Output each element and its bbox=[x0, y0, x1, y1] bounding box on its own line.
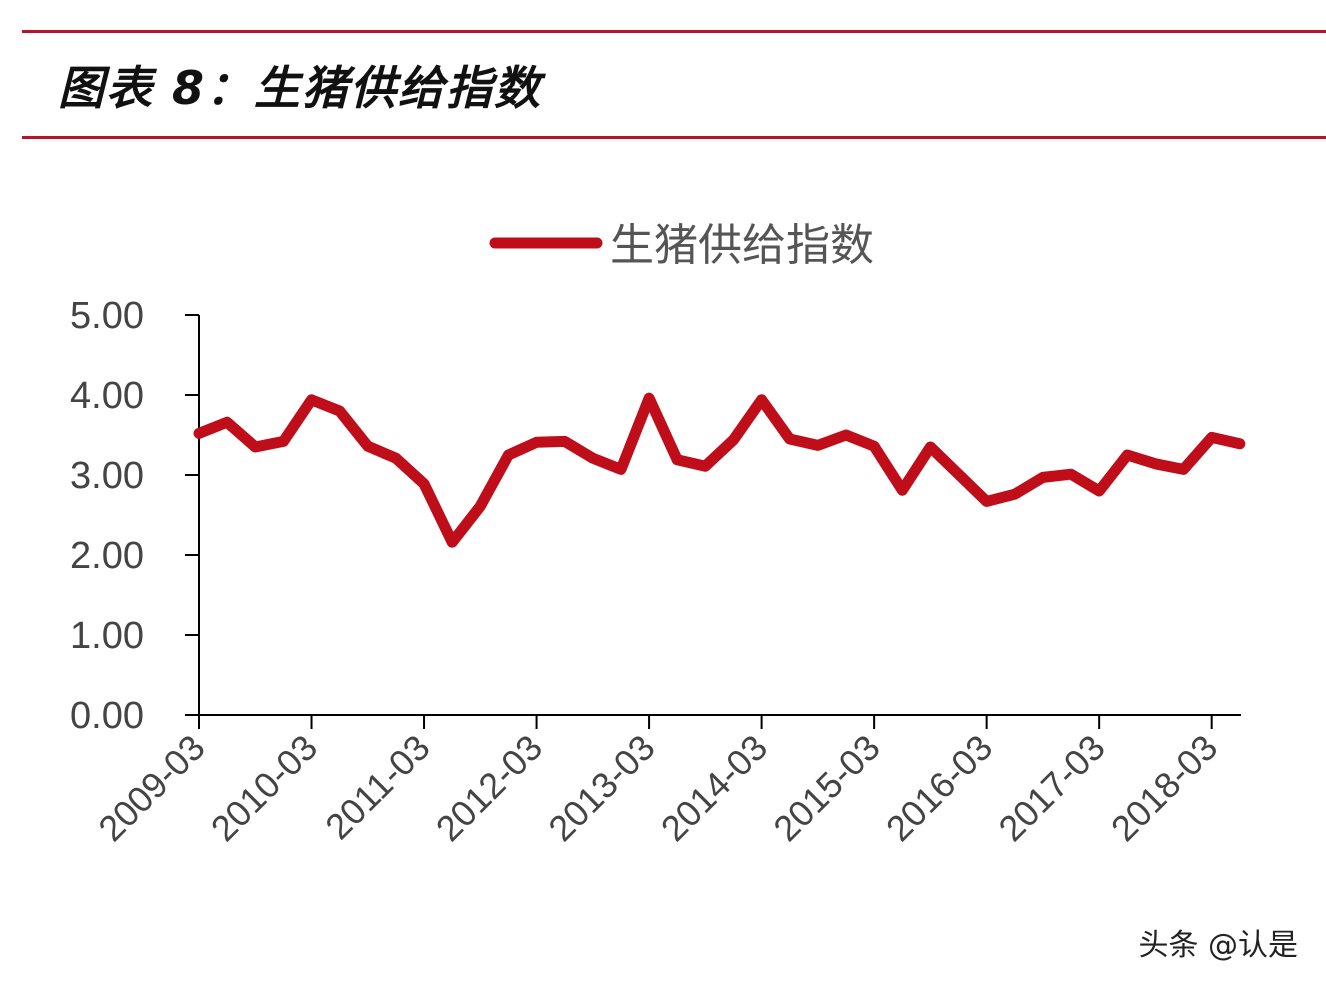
x-tick-label: 2015-03 bbox=[765, 727, 887, 849]
data-point bbox=[254, 446, 256, 448]
y-tick-label: 5.00 bbox=[70, 295, 144, 337]
data-point bbox=[958, 473, 960, 475]
data-point bbox=[395, 457, 397, 459]
x-tick-label: 2014-03 bbox=[653, 727, 775, 849]
data-point bbox=[620, 468, 622, 470]
x-tick-label: 2010-03 bbox=[203, 727, 325, 849]
data-point bbox=[1070, 473, 1072, 475]
x-tick-label: 2009-03 bbox=[90, 727, 212, 849]
data-point bbox=[732, 439, 734, 441]
y-tick-label: 0.00 bbox=[70, 695, 144, 737]
data-point bbox=[507, 454, 509, 456]
legend-label: 生猪供给指数 bbox=[610, 220, 874, 271]
data-point bbox=[817, 444, 819, 446]
data-point bbox=[676, 459, 678, 461]
data-point bbox=[1211, 436, 1213, 438]
data-point bbox=[901, 489, 903, 491]
x-tick-label: 2013-03 bbox=[540, 727, 662, 849]
x-tick-label: 2017-03 bbox=[990, 727, 1112, 849]
data-point bbox=[1239, 443, 1241, 445]
data-point bbox=[704, 465, 706, 467]
data-point bbox=[536, 441, 538, 443]
y-tick-label: 3.00 bbox=[70, 455, 144, 497]
data-point bbox=[761, 399, 763, 401]
x-tick-label: 2018-03 bbox=[1103, 727, 1225, 849]
x-tick-label: 2011-03 bbox=[317, 727, 438, 848]
data-point bbox=[648, 397, 650, 399]
data-point bbox=[198, 432, 200, 434]
y-tick-label: 2.00 bbox=[70, 535, 144, 577]
data-point bbox=[423, 483, 425, 485]
data-point bbox=[1042, 476, 1044, 478]
data-point bbox=[1154, 463, 1156, 465]
data-point bbox=[873, 445, 875, 447]
series-line bbox=[193, 392, 1246, 548]
data-point bbox=[845, 434, 847, 436]
y-tick-label: 1.00 bbox=[70, 615, 144, 657]
data-point bbox=[1126, 454, 1128, 456]
data-point bbox=[479, 505, 481, 507]
data-point bbox=[367, 445, 369, 447]
data-point bbox=[451, 541, 453, 543]
data-point bbox=[226, 421, 228, 423]
top-rule bbox=[22, 30, 1326, 33]
data-point bbox=[929, 446, 931, 448]
data-point bbox=[1098, 490, 1100, 492]
data-point bbox=[986, 500, 988, 502]
data-point bbox=[1183, 468, 1185, 470]
data-point bbox=[564, 440, 566, 442]
data-point bbox=[311, 399, 313, 401]
y-tick-label: 4.00 bbox=[70, 375, 144, 417]
x-tick-label: 2016-03 bbox=[878, 727, 1000, 849]
title-rule bbox=[22, 136, 1326, 139]
data-point bbox=[1014, 493, 1016, 495]
data-point bbox=[339, 410, 341, 412]
data-point bbox=[592, 457, 594, 459]
x-tick-label: 2012-03 bbox=[428, 727, 550, 849]
watermark: 头条 @认是 bbox=[1138, 928, 1298, 963]
data-point bbox=[789, 438, 791, 440]
data-point bbox=[282, 440, 284, 442]
figure-title: 图表 8：生猪供给指数 bbox=[58, 61, 543, 115]
